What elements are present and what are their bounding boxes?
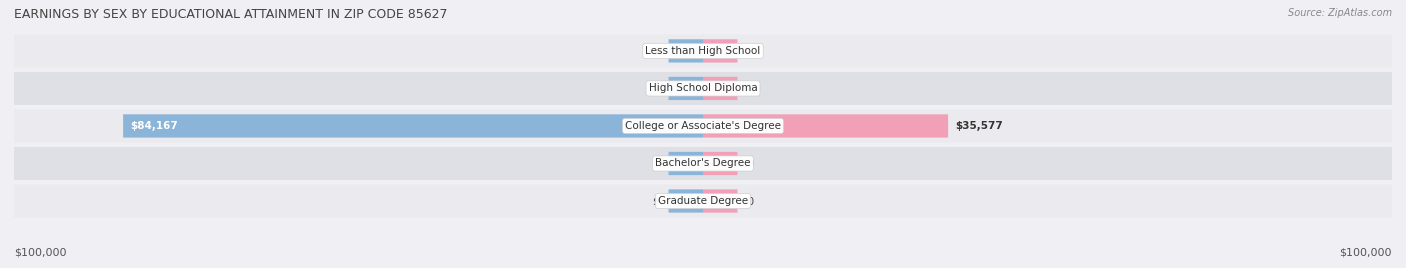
Text: $0: $0 [741, 196, 754, 206]
Text: Less than High School: Less than High School [645, 46, 761, 56]
Text: $100,000: $100,000 [1340, 247, 1392, 257]
FancyBboxPatch shape [14, 34, 1392, 68]
Text: $0: $0 [652, 46, 665, 56]
Text: $0: $0 [652, 196, 665, 206]
Text: $84,167: $84,167 [129, 121, 177, 131]
Text: Source: ZipAtlas.com: Source: ZipAtlas.com [1288, 8, 1392, 18]
Text: $0: $0 [652, 83, 665, 94]
FancyBboxPatch shape [703, 152, 738, 175]
Text: EARNINGS BY SEX BY EDUCATIONAL ATTAINMENT IN ZIP CODE 85627: EARNINGS BY SEX BY EDUCATIONAL ATTAINMEN… [14, 8, 447, 21]
Text: Bachelor's Degree: Bachelor's Degree [655, 158, 751, 169]
FancyBboxPatch shape [124, 114, 703, 137]
FancyBboxPatch shape [703, 77, 738, 100]
FancyBboxPatch shape [14, 147, 1392, 180]
FancyBboxPatch shape [703, 39, 738, 62]
FancyBboxPatch shape [703, 189, 738, 213]
Text: High School Diploma: High School Diploma [648, 83, 758, 94]
Text: $0: $0 [652, 158, 665, 169]
Text: $0: $0 [741, 83, 754, 94]
FancyBboxPatch shape [14, 72, 1392, 105]
FancyBboxPatch shape [669, 152, 703, 175]
Text: $35,577: $35,577 [955, 121, 1002, 131]
Text: $0: $0 [741, 46, 754, 56]
Text: $0: $0 [741, 158, 754, 169]
FancyBboxPatch shape [669, 77, 703, 100]
Text: College or Associate's Degree: College or Associate's Degree [626, 121, 780, 131]
FancyBboxPatch shape [669, 189, 703, 213]
FancyBboxPatch shape [669, 39, 703, 62]
Legend: Male, Female: Male, Female [641, 266, 765, 268]
FancyBboxPatch shape [703, 114, 948, 137]
Text: $100,000: $100,000 [14, 247, 66, 257]
FancyBboxPatch shape [14, 109, 1392, 143]
Text: Graduate Degree: Graduate Degree [658, 196, 748, 206]
FancyBboxPatch shape [14, 184, 1392, 218]
